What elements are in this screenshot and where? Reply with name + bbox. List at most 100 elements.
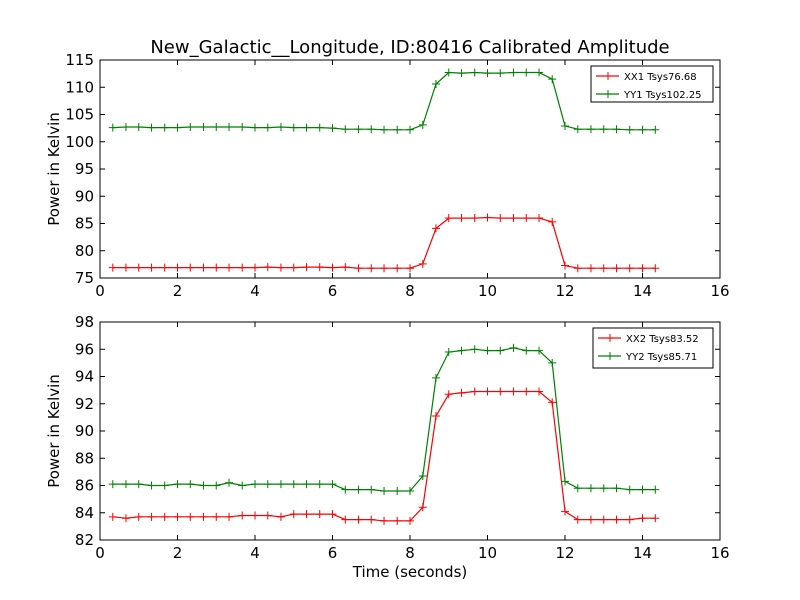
y-tick-label: 100 <box>65 133 94 151</box>
data-point-marker <box>173 512 182 521</box>
x-tick-label: 10 <box>478 544 497 562</box>
data-point-marker <box>625 264 634 273</box>
data-point-marker <box>289 480 298 489</box>
data-point-marker <box>548 75 557 84</box>
data-point-marker <box>289 263 298 272</box>
data-point-marker <box>444 347 453 356</box>
y-tick-label: 92 <box>75 395 94 413</box>
data-point-marker <box>522 68 531 77</box>
data-point-marker <box>638 485 647 494</box>
data-point-marker <box>599 515 608 524</box>
data-point-marker <box>160 263 169 272</box>
data-point-marker <box>612 515 621 524</box>
data-point-marker <box>225 478 234 487</box>
data-point-marker <box>225 512 234 521</box>
data-point-marker <box>328 124 337 133</box>
data-point-marker <box>276 512 285 521</box>
data-point-marker <box>251 123 259 132</box>
series-line <box>112 347 656 492</box>
data-point-marker <box>354 485 363 494</box>
data-point-marker <box>522 387 531 396</box>
data-point-marker <box>302 510 311 519</box>
data-point-marker <box>147 512 156 521</box>
data-point-marker <box>406 516 414 525</box>
data-point-marker <box>173 263 182 272</box>
data-point-marker <box>134 263 143 272</box>
data-point-marker <box>612 484 621 493</box>
data-point-marker <box>431 224 440 233</box>
data-point-marker <box>238 123 247 132</box>
x-tick-label: 14 <box>633 544 652 562</box>
data-point-marker <box>535 346 544 355</box>
data-point-marker <box>561 261 569 270</box>
data-point-marker <box>263 480 272 489</box>
data-point-marker <box>108 123 117 132</box>
data-point-marker <box>199 481 208 490</box>
data-point-marker <box>367 515 376 524</box>
data-point-marker <box>276 480 285 489</box>
data-point-marker <box>212 512 221 521</box>
data-point-marker <box>160 123 169 132</box>
data-point-marker <box>186 263 195 272</box>
data-point-marker <box>341 515 350 524</box>
x-tick-label: 16 <box>710 544 729 562</box>
data-point-marker <box>457 346 466 355</box>
data-point-marker <box>638 514 647 523</box>
data-point-marker <box>212 481 221 490</box>
x-tick-label: 12 <box>555 282 574 300</box>
data-point-marker <box>121 123 130 132</box>
x-tick-label: 2 <box>173 282 183 300</box>
data-point-marker <box>599 264 608 273</box>
data-point-marker <box>354 264 363 273</box>
data-point-marker <box>147 263 156 272</box>
legend-box <box>592 327 714 369</box>
data-point-marker <box>341 485 350 494</box>
legend-label: XX2 Tsys83.52 <box>626 334 699 345</box>
data-point-marker <box>625 515 634 524</box>
data-point-marker <box>522 214 531 223</box>
data-point-marker <box>367 485 376 494</box>
y-tick-label: 75 <box>75 269 94 287</box>
y-tick-label: 94 <box>75 368 94 386</box>
data-point-marker <box>548 398 557 407</box>
data-point-marker <box>431 373 440 382</box>
data-point-marker <box>134 123 143 132</box>
data-point-marker <box>147 481 156 490</box>
data-point-marker <box>561 507 569 516</box>
data-point-marker <box>121 263 130 272</box>
legend-marker <box>606 352 614 360</box>
data-point-marker <box>289 510 298 519</box>
y-tick-label: 90 <box>75 422 94 440</box>
data-point-marker <box>625 485 634 494</box>
data-point-marker <box>186 123 195 132</box>
data-point-marker <box>573 484 582 493</box>
data-point-marker <box>406 264 414 273</box>
y-tick-label: 80 <box>75 242 94 260</box>
data-point-marker <box>483 346 492 355</box>
data-point-marker <box>651 264 660 273</box>
y-axis-label: Power in Kelvin <box>45 112 63 226</box>
data-point-marker <box>393 125 402 134</box>
data-point-marker <box>586 484 595 493</box>
y-tick-label: 90 <box>75 187 94 205</box>
data-point-marker <box>509 68 518 77</box>
data-point-marker <box>393 516 402 525</box>
x-tick-label: 12 <box>555 544 574 562</box>
data-point-marker <box>160 481 169 490</box>
data-point-marker <box>573 125 582 134</box>
data-point-marker <box>315 263 324 272</box>
data-point-marker <box>367 125 376 134</box>
y-tick-label: 96 <box>75 340 94 358</box>
data-point-marker <box>199 263 208 272</box>
data-point-marker <box>315 123 324 132</box>
data-point-marker <box>444 390 453 399</box>
data-point-marker <box>108 512 117 521</box>
data-point-marker <box>612 125 621 134</box>
data-point-marker <box>496 69 505 78</box>
x-tick-label: 6 <box>328 282 338 300</box>
data-point-marker <box>186 512 195 521</box>
data-point-marker <box>509 343 518 352</box>
data-point-marker <box>134 480 143 489</box>
x-tick-label: 4 <box>250 544 260 562</box>
x-tick-label: 10 <box>478 282 497 300</box>
